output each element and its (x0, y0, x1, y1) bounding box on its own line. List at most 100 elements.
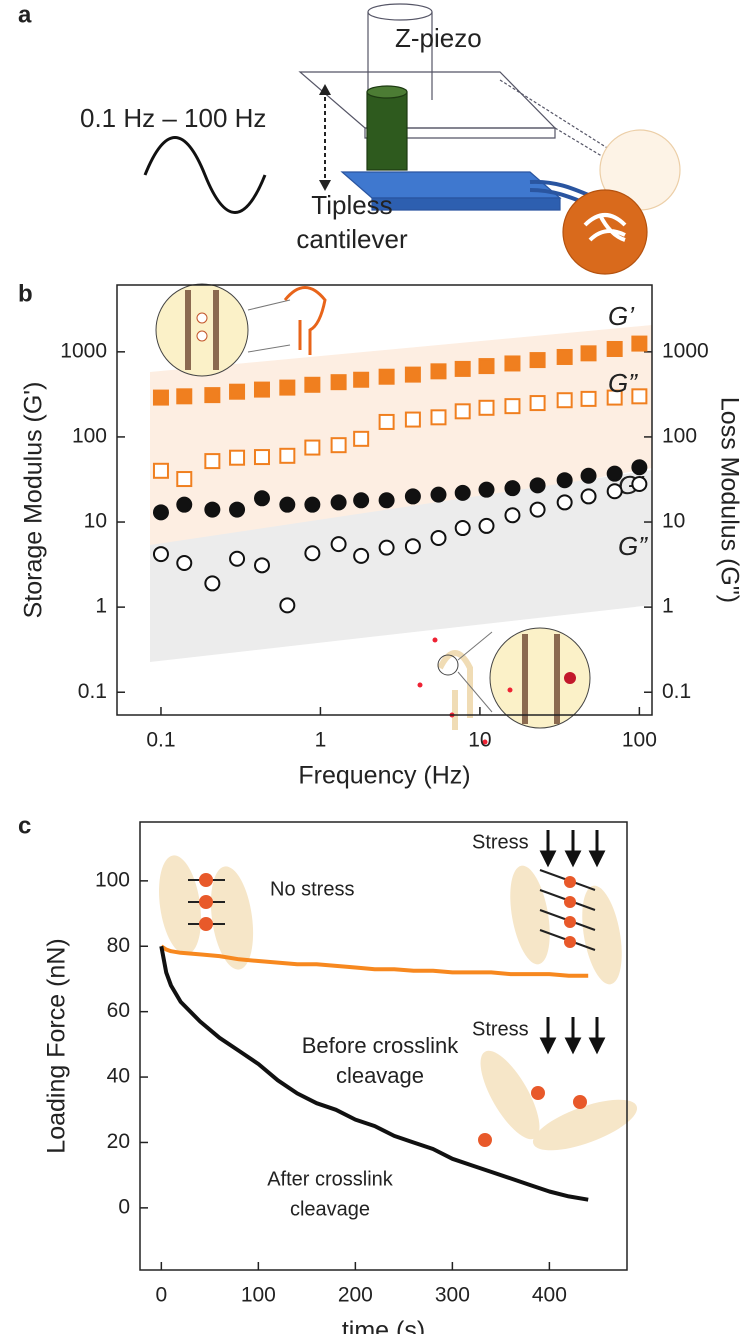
marker (454, 484, 471, 501)
marker (152, 504, 169, 521)
marker (378, 539, 395, 556)
x-tick-label: 0.1 (146, 729, 175, 752)
marker (304, 496, 321, 513)
marker (330, 536, 347, 553)
marker (330, 374, 347, 391)
y-tick-label: 40 (107, 1065, 130, 1088)
marker (304, 439, 321, 456)
marker (478, 358, 495, 375)
marker (378, 492, 395, 509)
y-axis-label: Loading Force (nN) (43, 938, 71, 1153)
marker (330, 494, 347, 511)
marker (606, 465, 623, 482)
y-tick-label: 60 (107, 999, 130, 1022)
marker (504, 355, 521, 372)
marker (304, 376, 321, 393)
y2-tick-label: 100 (662, 424, 697, 447)
marker (229, 550, 246, 567)
marker (504, 480, 521, 497)
marker (404, 538, 421, 555)
marker (504, 398, 521, 415)
marker (454, 520, 471, 537)
y-tick-label: 80 (107, 934, 130, 957)
marker (580, 488, 597, 505)
x-tick-label: 300 (435, 1284, 470, 1307)
marker (353, 371, 370, 388)
annotation: cleavage (290, 1198, 370, 1220)
marker (580, 345, 597, 362)
marker (631, 335, 648, 352)
marker (378, 413, 395, 430)
marker (330, 437, 347, 454)
inset-cartoon (155, 283, 591, 745)
marker (606, 340, 623, 357)
y-axis-label: Storage Modulus (G') (20, 382, 48, 619)
marker (152, 462, 169, 479)
marker (152, 546, 169, 563)
marker (529, 395, 546, 412)
panel-label: a (18, 1, 32, 28)
marker (176, 496, 193, 513)
marker (580, 467, 597, 484)
annotation: No stress (270, 878, 354, 900)
diagram-label: 0.1 Hz – 100 Hz (80, 103, 266, 133)
marker (229, 383, 246, 400)
marker (504, 507, 521, 524)
marker (279, 597, 296, 614)
x-axis-label: Frequency (Hz) (298, 762, 470, 790)
marker (631, 388, 648, 405)
marker (606, 483, 623, 500)
series-label: G” (608, 368, 638, 398)
x-axis-label: time (s) (342, 1317, 425, 1334)
series-label: G” (618, 531, 648, 561)
y-tick-label: 100 (72, 424, 107, 447)
grey-band (150, 470, 652, 662)
annotation: Before crosslink (302, 1033, 460, 1058)
marker (404, 411, 421, 428)
diagram-label: cantilever (296, 224, 408, 254)
marker (556, 392, 573, 409)
marker (204, 575, 221, 592)
marker (353, 547, 370, 564)
marker (353, 492, 370, 509)
x-tick-label: 100 (241, 1284, 276, 1307)
y-tick-label: 1000 (60, 339, 107, 362)
marker (430, 409, 447, 426)
y2-tick-label: 1000 (662, 339, 709, 362)
annotation: Stress (472, 1018, 529, 1040)
y-tick-label: 0.1 (78, 680, 107, 703)
plot-frame (116, 284, 653, 716)
x-tick-label: 400 (532, 1284, 567, 1307)
marker (430, 486, 447, 503)
series-label: G’ (608, 301, 635, 331)
marker (204, 501, 221, 518)
y2-tick-label: 1 (662, 595, 674, 618)
marker (404, 488, 421, 505)
panel-label: b (18, 280, 33, 307)
y-tick-label: 20 (107, 1130, 130, 1153)
panel-label: c (18, 812, 31, 839)
annotation: After crosslink (267, 1168, 394, 1190)
marker (279, 496, 296, 513)
y-tick-label: 0 (118, 1195, 130, 1218)
line (160, 944, 589, 978)
marker (430, 363, 447, 380)
x-tick-label: 10 (468, 729, 491, 752)
y2-axis-label: Loss Modulus (G") (715, 397, 743, 603)
marker (529, 477, 546, 494)
x-tick-label: 200 (338, 1284, 373, 1307)
marker (279, 379, 296, 396)
marker (253, 557, 270, 574)
y2-tick-label: 10 (662, 510, 685, 533)
marker (454, 403, 471, 420)
marker (152, 389, 169, 406)
marker (253, 449, 270, 466)
marker (529, 501, 546, 518)
y-tick-label: 10 (84, 510, 107, 533)
line (159, 945, 589, 1202)
marker (631, 475, 648, 492)
marker (204, 453, 221, 470)
marker (430, 529, 447, 546)
x-tick-label: 100 (622, 729, 657, 752)
